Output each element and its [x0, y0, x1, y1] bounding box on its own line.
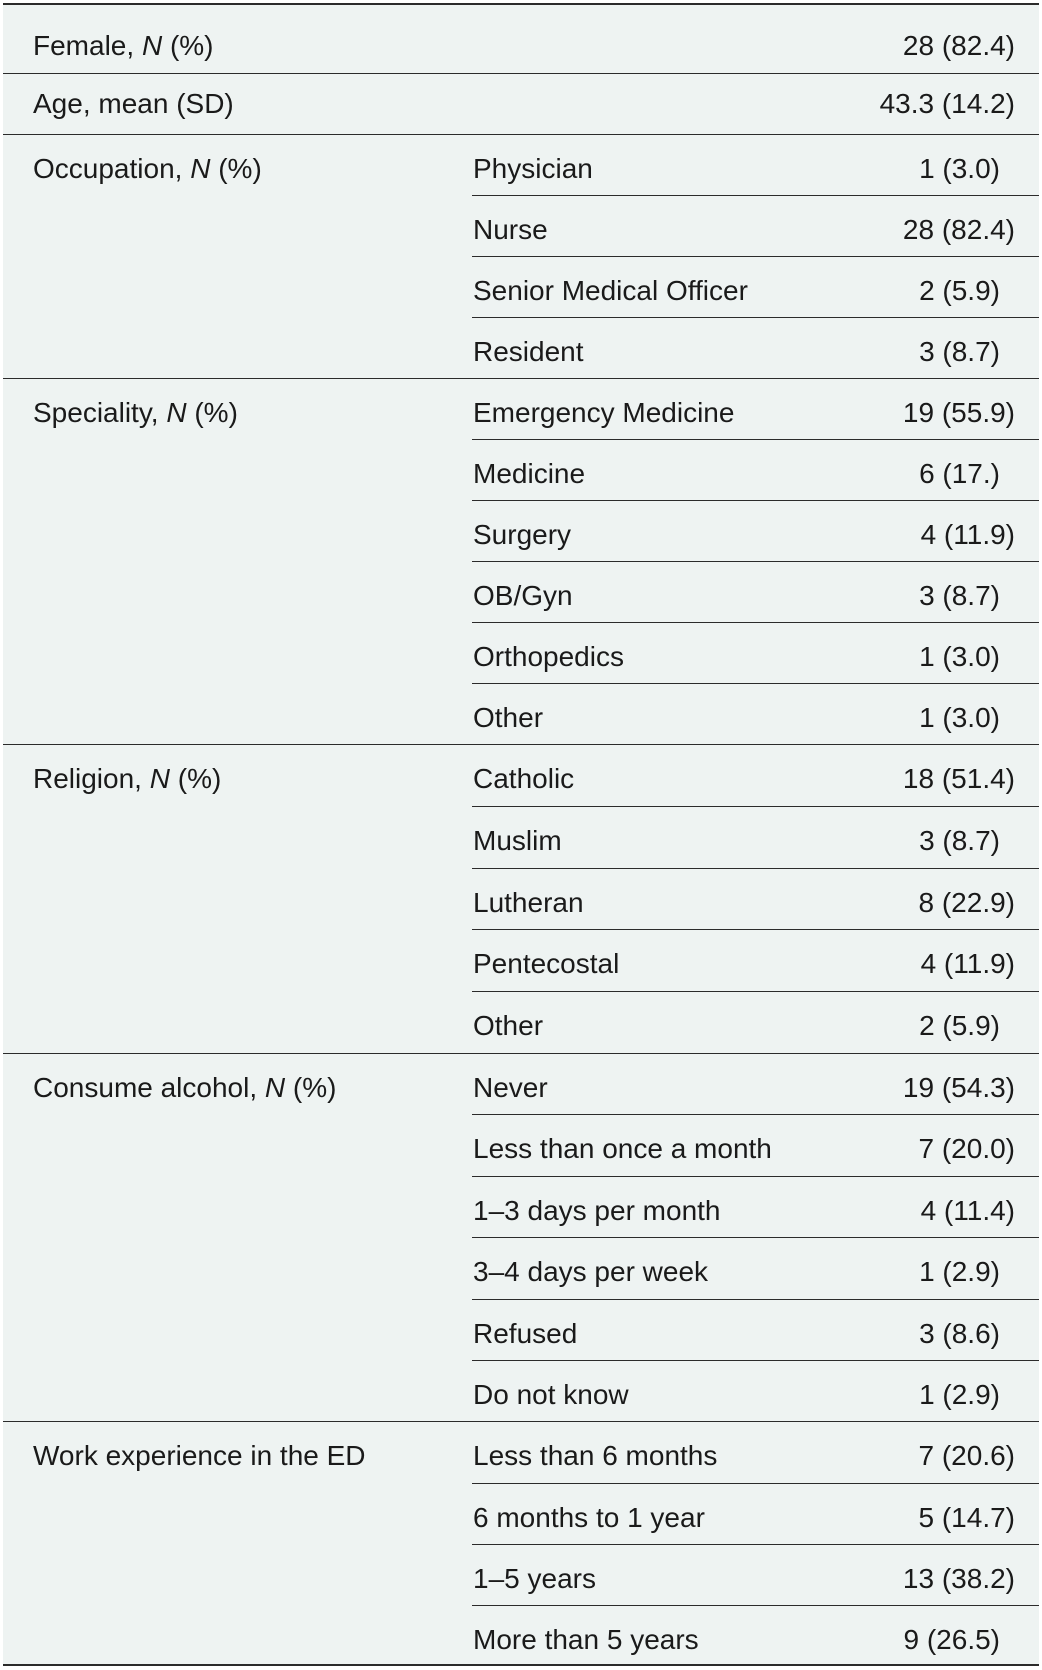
row-value: 1 (2.9)	[919, 1379, 1000, 1410]
row-divider	[472, 439, 1039, 440]
row-divider	[472, 1237, 1039, 1238]
sub-label: More than 5 years	[473, 1624, 699, 1655]
row-divider	[472, 1605, 1039, 1606]
group-divider	[3, 73, 1039, 74]
row-value: 19 (54.3)	[902, 1072, 1015, 1103]
sub-label: Lutheran	[473, 887, 584, 918]
row-divider	[472, 806, 1039, 807]
row-value: 6 (17.)	[919, 458, 1000, 489]
sub-label: Catholic	[473, 763, 575, 794]
row-divider	[472, 1360, 1039, 1361]
sub-label: Other	[473, 702, 544, 733]
row-value: 1 (2.9)	[919, 1256, 1000, 1287]
sub-label: Emergency Medicine	[473, 397, 735, 428]
sub-label: Senior Medical Officer	[473, 275, 748, 306]
sub-label: 6 months to 1 year	[473, 1502, 705, 1533]
row-value: 3 (8.7)	[919, 825, 1000, 856]
row-label-work-experience: Work experience in the ED	[33, 1440, 366, 1471]
row-value: 1 (3.0)	[919, 641, 1000, 672]
sub-label: Less than 6 months	[473, 1440, 718, 1471]
row-divider	[472, 1114, 1039, 1115]
row-divider	[472, 1299, 1039, 1300]
table-top-rule	[3, 3, 1039, 5]
sub-label: Do not know	[473, 1379, 629, 1410]
sub-label: Less than once a month	[473, 1133, 772, 1164]
group-divider	[3, 744, 1039, 745]
row-label-religion: Religion, N (%)	[33, 763, 222, 794]
sub-label: Other	[473, 1010, 544, 1041]
row-value: 2 (5.9)	[919, 1010, 1000, 1041]
sub-label: Pentecostal	[473, 948, 620, 979]
row-value: 1 (3.0)	[919, 153, 1000, 184]
row-divider	[472, 991, 1039, 992]
row-value: 4 (11.9)	[920, 519, 1015, 550]
sub-label: Surgery	[473, 519, 572, 550]
row-value: 13 (38.2)	[902, 1563, 1015, 1594]
row-divider	[472, 1176, 1039, 1177]
sub-label: Physician	[473, 153, 593, 184]
sub-label: 3–4 days per week	[473, 1256, 709, 1287]
row-value: 7 (20.6)	[918, 1440, 1016, 1471]
sub-label: Medicine	[473, 458, 586, 489]
row-value: 4 (11.4)	[920, 1195, 1015, 1226]
row-label-occupation: Occupation, N (%)	[33, 153, 262, 184]
sub-label: Orthopedics	[473, 641, 624, 672]
row-divider	[472, 317, 1039, 318]
row-divider	[472, 622, 1039, 623]
sub-label: Resident	[473, 336, 584, 367]
sub-label: Nurse	[473, 214, 548, 245]
row-label-speciality: Speciality, N (%)	[33, 397, 238, 428]
row-value: 5 (14.7)	[918, 1502, 1016, 1533]
row-value: 7 (20.0)	[918, 1133, 1016, 1164]
group-divider	[3, 378, 1039, 379]
sub-label: 1–3 days per month	[473, 1195, 721, 1226]
sub-label: OB/Gyn	[473, 580, 573, 611]
group-divider	[3, 1421, 1039, 1422]
row-value: 2 (5.9)	[919, 275, 1000, 306]
row-value: 19 (55.9)	[902, 397, 1015, 428]
row-value-female: 28 (82.4)	[902, 30, 1015, 61]
row-value: 9 (26.5)	[903, 1624, 1001, 1655]
row-value: 1 (3.0)	[919, 702, 1000, 733]
group-divider	[3, 134, 1039, 135]
row-value: 4 (11.9)	[920, 948, 1015, 979]
row-divider	[472, 929, 1039, 930]
row-divider	[472, 500, 1039, 501]
row-divider	[472, 256, 1039, 257]
row-label-alcohol: Consume alcohol, N (%)	[33, 1072, 337, 1103]
row-value: 3 (8.7)	[919, 336, 1000, 367]
row-label-age: Age, mean (SD)	[33, 88, 234, 119]
row-value-age: 43.3 (14.2)	[879, 88, 1015, 119]
group-divider	[3, 1053, 1039, 1054]
row-value: 28 (82.4)	[902, 214, 1015, 245]
row-value: 3 (8.6)	[919, 1318, 1000, 1349]
sub-label: Never	[473, 1072, 548, 1103]
row-divider	[472, 561, 1039, 562]
sub-label: Refused	[473, 1318, 578, 1349]
table-background	[3, 3, 1039, 1666]
row-label-female: Female, N (%)	[33, 30, 214, 61]
row-value: 8 (22.9)	[918, 887, 1016, 918]
row-value: 3 (8.7)	[919, 580, 1000, 611]
row-divider	[472, 868, 1039, 869]
sub-label: 1–5 years	[473, 1563, 596, 1594]
sub-label: Muslim	[473, 825, 562, 856]
row-divider	[472, 1483, 1039, 1484]
row-divider	[472, 1544, 1039, 1545]
row-divider	[472, 683, 1039, 684]
row-divider	[472, 195, 1039, 196]
row-value: 18 (51.4)	[902, 763, 1015, 794]
table-bottom-rule	[3, 1664, 1039, 1666]
